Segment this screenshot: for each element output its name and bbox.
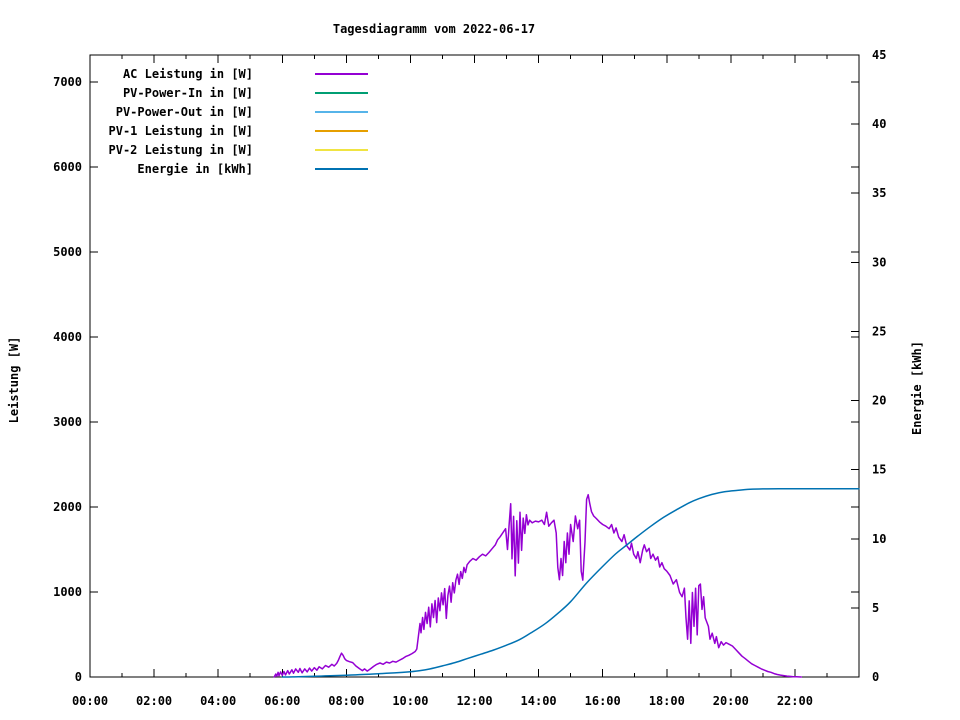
legend-label: PV-Power-In in [W] [122, 85, 253, 100]
x-tick-label: 10:00 [392, 694, 428, 708]
y-right-tick-label: 20 [872, 394, 886, 408]
y-right-tick-label: 0 [872, 670, 879, 684]
x-tick-label: 18:00 [649, 694, 685, 708]
x-tick-label: 16:00 [585, 694, 621, 708]
y-left-tick-label: 6000 [53, 160, 82, 174]
x-tick-label: 00:00 [72, 694, 108, 708]
y-left-tick-label: 7000 [53, 75, 82, 89]
y-right-tick-label: 30 [872, 255, 886, 269]
y-right-tick-label: 5 [872, 601, 879, 615]
legend-item: PV-Power-In in [W] [38, 83, 368, 102]
y-left-tick-label: 3000 [53, 415, 82, 429]
legend-label: PV-Power-Out in [W] [115, 104, 253, 119]
x-tick-label: 12:00 [456, 694, 492, 708]
y-right-tick-label: 40 [872, 117, 886, 131]
legend: AC Leistung in [W] PV-Power-In in [W] PV… [38, 64, 368, 178]
y-right-tick-label: 15 [872, 463, 886, 477]
y-right-tick-label: 35 [872, 186, 886, 200]
legend-label: AC Leistung in [W] [122, 66, 253, 81]
y-right-tick-label: 25 [872, 324, 886, 338]
series-curve-5 [281, 487, 860, 678]
x-tick-label: 06:00 [264, 694, 300, 708]
x-tick-label: 08:00 [328, 694, 364, 708]
y-left-tick-label: 0 [75, 670, 82, 684]
legend-label: PV-1 Leistung in [W] [108, 123, 254, 138]
series-curve-0 [273, 493, 803, 678]
legend-line-swatch [315, 72, 368, 75]
legend-line-swatch [315, 91, 368, 94]
y-left-tick-label: 4000 [53, 330, 82, 344]
y-left-tick-label: 1000 [53, 585, 82, 599]
x-tick-label: 02:00 [136, 694, 172, 708]
legend-item: PV-Power-Out in [W] [38, 102, 368, 121]
legend-label: PV-2 Leistung in [W] [108, 142, 254, 157]
legend-line-swatch [315, 129, 368, 132]
legend-line-swatch [315, 148, 368, 151]
y-left-tick-label: 5000 [53, 245, 82, 259]
y-right-tick-label: 45 [872, 48, 886, 62]
x-tick-label: 20:00 [713, 694, 749, 708]
x-tick-label: 22:00 [777, 694, 813, 708]
y-left-tick-label: 2000 [53, 500, 82, 514]
x-tick-label: 04:00 [200, 694, 236, 708]
legend-item: PV-2 Leistung in [W] [38, 140, 368, 159]
x-tick-label: 14:00 [521, 694, 557, 708]
legend-line-swatch [315, 110, 368, 113]
legend-item: PV-1 Leistung in [W] [38, 121, 368, 140]
legend-label: Energie in [kWh] [137, 161, 253, 176]
legend-item: Energie in [kWh] [38, 159, 368, 178]
legend-item: AC Leistung in [W] [38, 64, 368, 83]
y-right-tick-label: 10 [872, 532, 886, 546]
chart-title: Tagesdiagramm vom 2022-06-17 [332, 22, 536, 36]
legend-line-swatch [315, 167, 368, 170]
